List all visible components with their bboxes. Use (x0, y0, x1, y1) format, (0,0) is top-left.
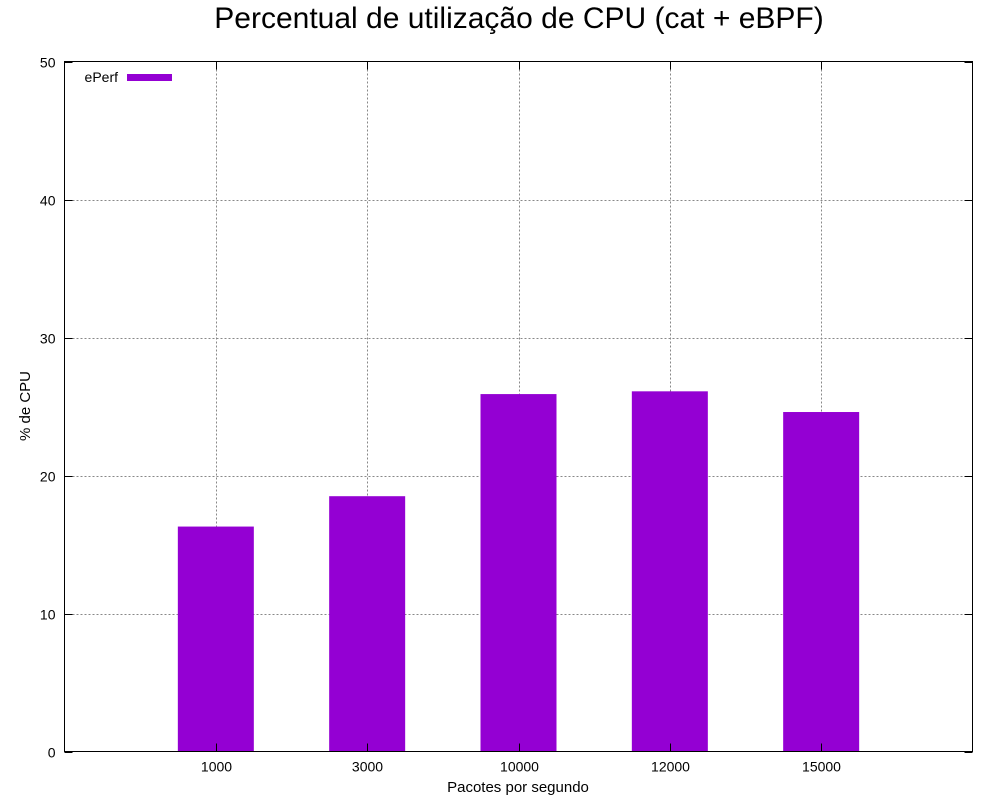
x-tick-label: 1000 (201, 759, 232, 775)
y-tick-label: 30 (40, 331, 56, 347)
bar-3000 (329, 496, 406, 752)
legend-label: ePerf (85, 69, 119, 85)
legend-swatch (127, 74, 172, 81)
x-axis-tick-labels: 1000 3000 10000 12000 15000 (201, 759, 841, 775)
x-tick-label: 3000 (352, 759, 383, 775)
x-tick-label: 12000 (651, 759, 690, 775)
bar-1000 (177, 526, 254, 752)
x-tick-label: 10000 (500, 759, 539, 775)
axis-ticks (64, 61, 973, 753)
x-tick-label: 15000 (802, 759, 841, 775)
y-axis-label: % de CPU (17, 371, 34, 441)
legend: ePerf (85, 69, 172, 85)
y-tick-label: 0 (48, 745, 56, 761)
y-tick-label: 10 (40, 607, 56, 623)
chart-title: Percentual de utilização de CPU (cat + e… (214, 2, 823, 35)
bars (177, 391, 860, 752)
x-axis-label: Pacotes por segundo (447, 779, 589, 796)
y-tick-label: 20 (40, 469, 56, 485)
plot-frame (64, 61, 973, 752)
y-axis-tick-labels: 0 10 20 30 40 50 (40, 55, 56, 761)
bar-10000 (480, 394, 557, 752)
y-tick-label: 40 (40, 193, 56, 209)
bar-12000 (631, 391, 708, 752)
y-tick-label: 50 (40, 55, 56, 71)
bar-15000 (783, 412, 860, 752)
